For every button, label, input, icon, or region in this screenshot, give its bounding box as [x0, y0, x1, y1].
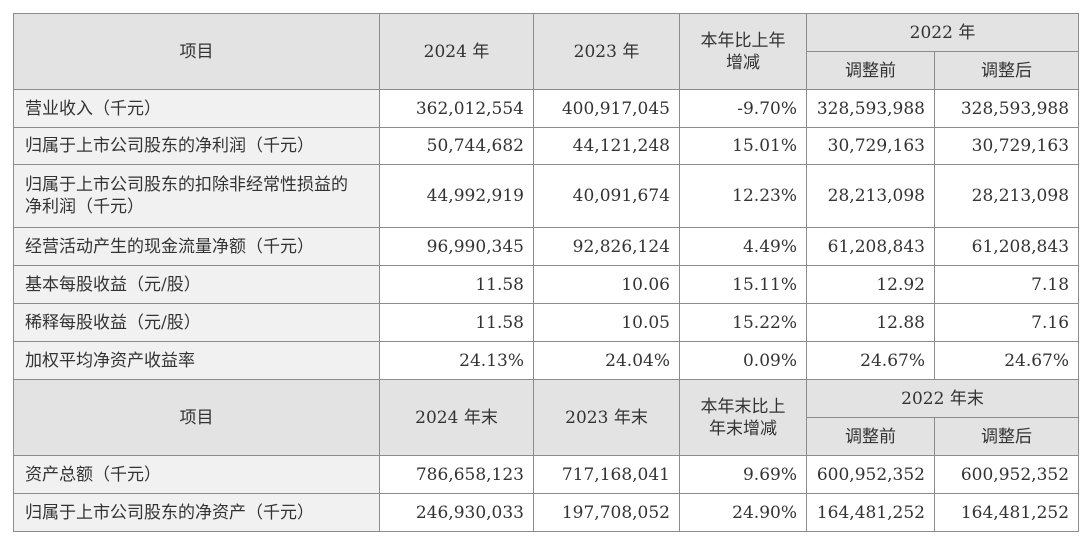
value-before: 328,593,988 [806, 89, 935, 128]
row-label: 归属于上市公司股东的净利润（千元） [13, 127, 380, 165]
header-before-adjust: 调整前 [806, 51, 935, 90]
row-label: 基本每股收益（元/股） [13, 265, 380, 304]
header-before-adjust: 调整前 [806, 417, 935, 456]
table-row: 归属于上市公司股东的扣除非经常性损益的净利润（千元） 44,992,919 40… [13, 164, 1080, 228]
value-2024: 96,990,345 [379, 227, 534, 266]
header-subrow: 调整前 调整后 [14, 51, 1080, 90]
value-before: 61,208,843 [806, 227, 935, 266]
row-label: 加权平均净资产收益率 [13, 341, 380, 380]
header-year-2022: 2022 年 [805, 13, 1080, 52]
value-before: 12.92 [806, 265, 935, 304]
row-label: 归属于上市公司股东的扣除非经常性损益的净利润（千元） [13, 164, 380, 228]
value-2023: 40,091,674 [533, 164, 680, 228]
value-2024: 11.58 [379, 265, 534, 304]
value-change: 24.90% [679, 493, 807, 532]
row-label: 资产总额（千元） [13, 455, 380, 494]
value-2024: 786,658,123 [379, 455, 534, 494]
table-row: 经营活动产生的现金流量净额（千元） 96,990,345 92,826,124 … [13, 227, 1080, 266]
row-label: 归属于上市公司股东的净资产（千元） [13, 493, 380, 532]
value-after: 600,952,352 [933, 455, 1080, 494]
value-after: 164,481,252 [933, 493, 1080, 532]
value-2023: 400,917,045 [533, 89, 680, 128]
table-row: 归属于上市公司股东的净利润（千元） 50,744,682 44,121,248 … [13, 127, 1080, 165]
value-after: 7.16 [933, 303, 1080, 342]
table-row: 营业收入（千元） 362,012,554 400,917,045 -9.70% … [13, 89, 1080, 128]
value-change: 15.22% [679, 303, 807, 342]
financial-summary-table: 项目 2024 年 2023 年 本年比上年增减 2022 年 调整前 调整后 … [13, 13, 1080, 532]
value-change: 15.11% [679, 265, 807, 304]
table-row: 稀释每股收益（元/股） 11.58 10.05 15.22% 12.88 7.1… [13, 303, 1080, 342]
value-after: 30,729,163 [933, 127, 1080, 165]
value-2024: 246,930,033 [379, 493, 534, 532]
value-before: 28,213,098 [806, 164, 935, 228]
value-before: 600,952,352 [806, 455, 935, 494]
table-row: 归属于上市公司股东的净资产（千元） 246,930,033 197,708,05… [13, 493, 1080, 532]
row-label: 稀释每股收益（元/股） [13, 303, 380, 342]
value-2024: 44,992,919 [379, 164, 534, 228]
value-2024: 11.58 [379, 303, 534, 342]
value-2024: 24.13% [379, 341, 534, 380]
header-item: 项目 [13, 13, 380, 90]
value-after: 61,208,843 [933, 227, 1080, 266]
header-year-end-2022: 2022 年末 [805, 379, 1080, 418]
value-change: -9.70% [679, 89, 807, 128]
value-change: 9.69% [679, 455, 807, 494]
value-change: 15.01% [679, 127, 807, 165]
header-change: 本年比上年增减 [679, 13, 807, 90]
value-2023: 10.06 [533, 265, 680, 304]
header-year-2024: 2024 年 [379, 13, 534, 90]
header-year-2023: 2023 年 [533, 13, 680, 90]
table-row: 加权平均净资产收益率 24.13% 24.04% 0.09% 24.67% 24… [13, 341, 1080, 380]
value-2023: 92,826,124 [533, 227, 680, 266]
row-label: 经营活动产生的现金流量净额（千元） [13, 227, 380, 266]
value-2023: 44,121,248 [533, 127, 680, 165]
value-change: 4.49% [679, 227, 807, 266]
header-change: 本年末比上年末增减 [679, 379, 807, 456]
value-after: 24.67% [933, 341, 1080, 380]
value-2023: 717,168,041 [533, 455, 680, 494]
header-subrow: 调整前 调整后 [14, 417, 1080, 456]
header-after-adjust: 调整后 [933, 51, 1080, 90]
value-change: 0.09% [679, 341, 807, 380]
header-row: 项目 2024 年 2023 年 本年比上年增减 2022 年 [13, 13, 1080, 90]
row-label: 营业收入（千元） [13, 89, 380, 128]
value-before: 164,481,252 [806, 493, 935, 532]
value-before: 30,729,163 [806, 127, 935, 165]
value-2023: 10.05 [533, 303, 680, 342]
value-2023: 24.04% [533, 341, 680, 380]
value-after: 328,593,988 [933, 89, 1080, 128]
value-change: 12.23% [679, 164, 807, 228]
table-row: 资产总额（千元） 786,658,123 717,168,041 9.69% 6… [13, 455, 1080, 494]
header-row: 项目 2024 年末 2023 年末 本年末比上年末增减 2022 年末 [13, 379, 1080, 456]
value-2024: 50,744,682 [379, 127, 534, 165]
value-2024: 362,012,554 [379, 89, 534, 128]
value-after: 28,213,098 [933, 164, 1080, 228]
header-year-end-2024: 2024 年末 [379, 379, 534, 456]
value-before: 12.88 [806, 303, 935, 342]
value-before: 24.67% [806, 341, 935, 380]
header-year-end-2023: 2023 年末 [533, 379, 680, 456]
table-row: 基本每股收益（元/股） 11.58 10.06 15.11% 12.92 7.1… [13, 265, 1080, 304]
header-item: 项目 [13, 379, 380, 456]
value-after: 7.18 [933, 265, 1080, 304]
header-after-adjust: 调整后 [933, 417, 1080, 456]
value-2023: 197,708,052 [533, 493, 680, 532]
